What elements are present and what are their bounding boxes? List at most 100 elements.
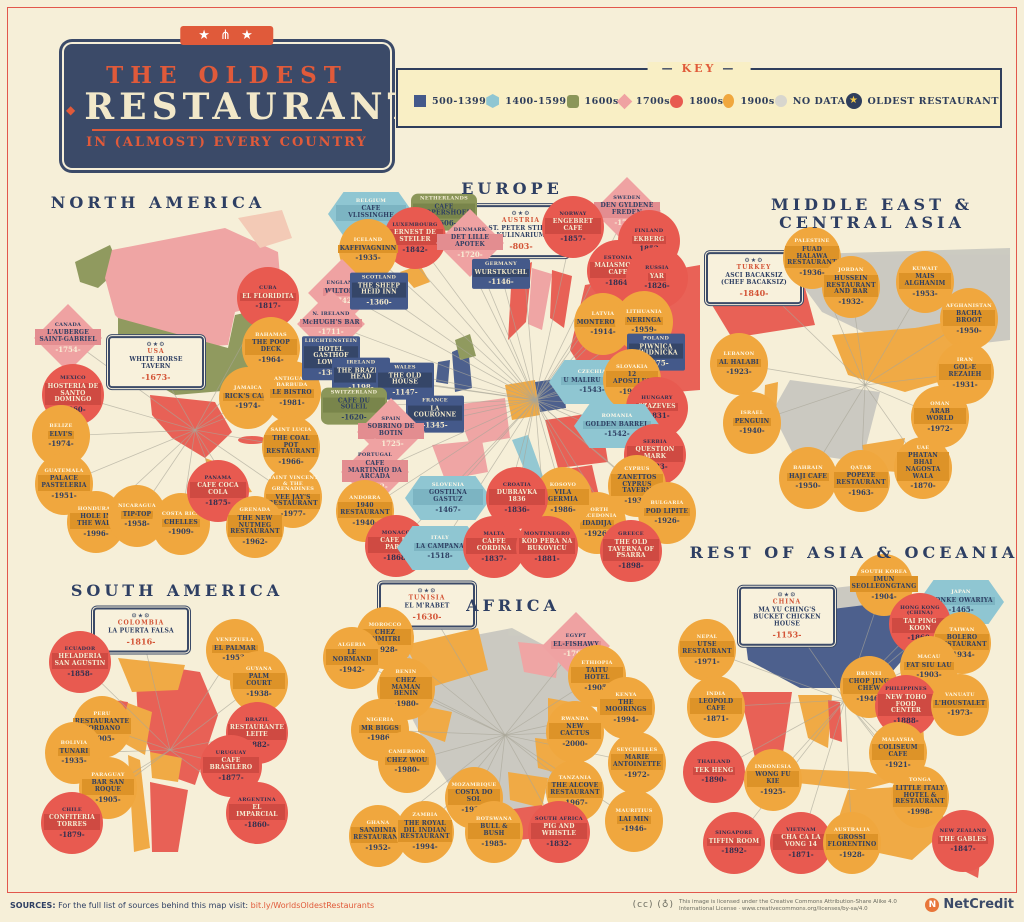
marker-year: -1146- [488, 277, 514, 287]
restaurant-marker: GERMANY WURSTKUCHL -1146- [472, 258, 530, 290]
marker-country: DENMARK [453, 226, 487, 233]
restaurant-marker: RWANDA NEW CACTUS -2000- [546, 701, 604, 763]
restaurant-marker: BOLIVIA TUNARI -1935- [45, 722, 103, 784]
marker-year: -1938- [246, 688, 272, 698]
marker-restaurant-name: THE GABLES [937, 835, 989, 845]
marker-restaurant-name: BULL & BUSH [468, 823, 520, 839]
marker-restaurant-name: HAJI CAFE [786, 472, 830, 482]
marker-year: -1868- [383, 552, 409, 562]
marker-year: -1974- [48, 439, 74, 449]
marker-year: -1998- [907, 806, 933, 816]
marker-country: TURKEY [736, 263, 772, 271]
marker-restaurant-name: RICK'S CAFE [222, 392, 274, 402]
legend-label: 1600s [584, 95, 619, 107]
region-title-south-america: SOUTH AMERICA [70, 581, 284, 600]
region-title-middle-east: MIDDLE EAST & CENTRAL ASIA [770, 195, 974, 233]
marker-country: GHANA [366, 819, 390, 826]
license-text: This image is licensed under the Creativ… [679, 899, 897, 913]
marker-country: HONG KONG (CHINA) [900, 604, 940, 617]
restaurant-marker: BOTSWANA BULL & BUSH -1985- [465, 801, 523, 863]
marker-year: -1925- [760, 786, 786, 796]
restaurant-marker: LEBANON AL HALABI -1923- [710, 333, 768, 395]
marker-country: NORWAY [559, 210, 587, 217]
marker-restaurant-name: WURSTKUCHL [472, 268, 530, 278]
restaurant-marker: SOUTH AFRICA PIG AND WHISTLE -1832- [528, 801, 590, 863]
marker-country: HONDURAS [77, 505, 115, 512]
marker-restaurant-name: YAR [647, 272, 667, 282]
marker-year: -1962- [242, 536, 268, 546]
marker-restaurant-name: LITTLE ITALY HOTEL & RESTAURANT [893, 784, 947, 807]
restaurant-marker: SOUTH KOREA IMUN SEOLLEONGTANG -1904- [849, 554, 919, 616]
marker-country: PANAMA [204, 474, 232, 481]
legend-item-e1400: 1400-1599 [486, 94, 566, 108]
restaurant-marker: GRENADA THE NEW NUTMEG RESTAURANT -1962- [226, 496, 284, 558]
marker-country: SWEDEN [613, 194, 641, 201]
restaurant-marker: CHILE CONFITERIA TORRES -1879- [41, 792, 103, 854]
marker-restaurant-name: TUNARI [57, 747, 91, 757]
marker-year: -1986- [550, 504, 576, 514]
marker-year: -1542- [604, 429, 630, 439]
legend-item-nodata: NO DATA [774, 95, 846, 107]
marker-country: SAINT LUCIA [270, 427, 312, 434]
marker-year: -1950- [795, 481, 821, 491]
marker-restaurant-name: GOLDEN BARREL [583, 420, 651, 430]
marker-restaurant-name: NERINGA [624, 316, 664, 326]
restaurant-marker: THAILAND TEK HENG -1890- [683, 741, 745, 803]
marker-year: -1972- [624, 769, 650, 779]
restaurant-marker: NEPAL UTSE RESTAURANT -1971- [678, 619, 736, 681]
marker-restaurant-name: RESTAURANTE LEITE [227, 724, 287, 740]
title-divider [92, 128, 362, 131]
marker-country: HUNGARY [641, 394, 673, 401]
marker-restaurant-name: ERNEST DE STEILER [387, 229, 443, 245]
marker-country: CHINA [772, 598, 802, 606]
marker-restaurant-name: WONG FU KIE [747, 771, 799, 787]
marker-country: MOROCCO [368, 621, 402, 628]
marker-year: -1952- [365, 842, 391, 852]
netcredit-mark-icon: N [925, 897, 940, 912]
marker-restaurant-name: LA CAMPANA [414, 542, 466, 552]
marker-country: QATAR [850, 464, 872, 471]
marker-country: PHILIPPINES [885, 686, 927, 693]
marker-year: -1842- [402, 244, 428, 254]
marker-year: -1380- [318, 367, 344, 377]
marker-country: ESTONIA [603, 254, 633, 261]
marker-year: -1857- [560, 233, 586, 243]
marker-year: -1963- [848, 487, 874, 497]
restaurant-marker: DENMARK DET LILLE APOTEK -1720- [433, 208, 507, 278]
marker-restaurant-name: ST. PETER STIFTS KULINARIUM [488, 225, 554, 240]
marker-country: NICARAGUA [118, 502, 156, 509]
marker-restaurant-name: THE MOORINGS [600, 699, 652, 715]
marker-year: -1964- [258, 354, 284, 364]
marker-year: -803- [509, 240, 533, 251]
marker-year: -1817- [255, 301, 281, 311]
marker-country: ITALY [431, 534, 449, 541]
footer: SOURCES: For the full list of sources be… [0, 893, 1024, 922]
marker-country: ENGLAND [326, 279, 358, 286]
marker-restaurant-name: VEE JAY'S RESTAURANT [266, 493, 320, 510]
marker-restaurant-name: LAI MIN [616, 815, 652, 825]
restaurant-marker: UAE PHATAN BHAI NAGOSTA WALA -1870- [894, 437, 952, 499]
marker-restaurant-name: SZAZEVES [636, 402, 678, 412]
restaurant-marker: INDIA LEOPOLD CAFE -1871- [687, 676, 745, 738]
legend-title: KEY [647, 62, 751, 75]
marker-restaurant-name: POPEYE RESTAURANT [834, 472, 888, 488]
marker-country: MACAU [917, 653, 941, 660]
restaurant-marker: KUWAIT MAIS ALGHANIM -1953- [896, 251, 954, 313]
restaurant-marker: ISRAEL PENGUIN -1940- [723, 392, 781, 454]
marker-year: -1909- [168, 527, 194, 537]
marker-restaurant-name: PALM COURT [233, 673, 285, 689]
sources-link[interactable]: bit.ly/WorldsOldestRestaurants [250, 901, 375, 910]
marker-restaurant-name: CAFFE CORDINA [466, 538, 522, 554]
marker-country: AUSTRALIA [833, 826, 871, 833]
marker-restaurant-name: FUAD HALAWA RESTAURANT [785, 245, 839, 268]
marker-year: -1953- [912, 288, 938, 298]
marker-restaurant-name: U MALIRU 1543 [561, 376, 623, 386]
marker-year: -1953- [222, 653, 248, 663]
marker-restaurant-name: MA YU CHING'S BUCKET CHICKEN HOUSE [753, 607, 821, 628]
title-line1: THE OLDEST [106, 62, 348, 89]
legend-item-e1800: 1800s [670, 94, 723, 108]
marker-restaurant-name: DUBRAVKA 1836 [489, 489, 545, 505]
marker-country: RWANDA [561, 715, 589, 722]
restaurant-marker: BAHRAIN HAJI CAFE -1950- [779, 447, 837, 509]
legend-item-e1600: 1600s [566, 94, 619, 108]
